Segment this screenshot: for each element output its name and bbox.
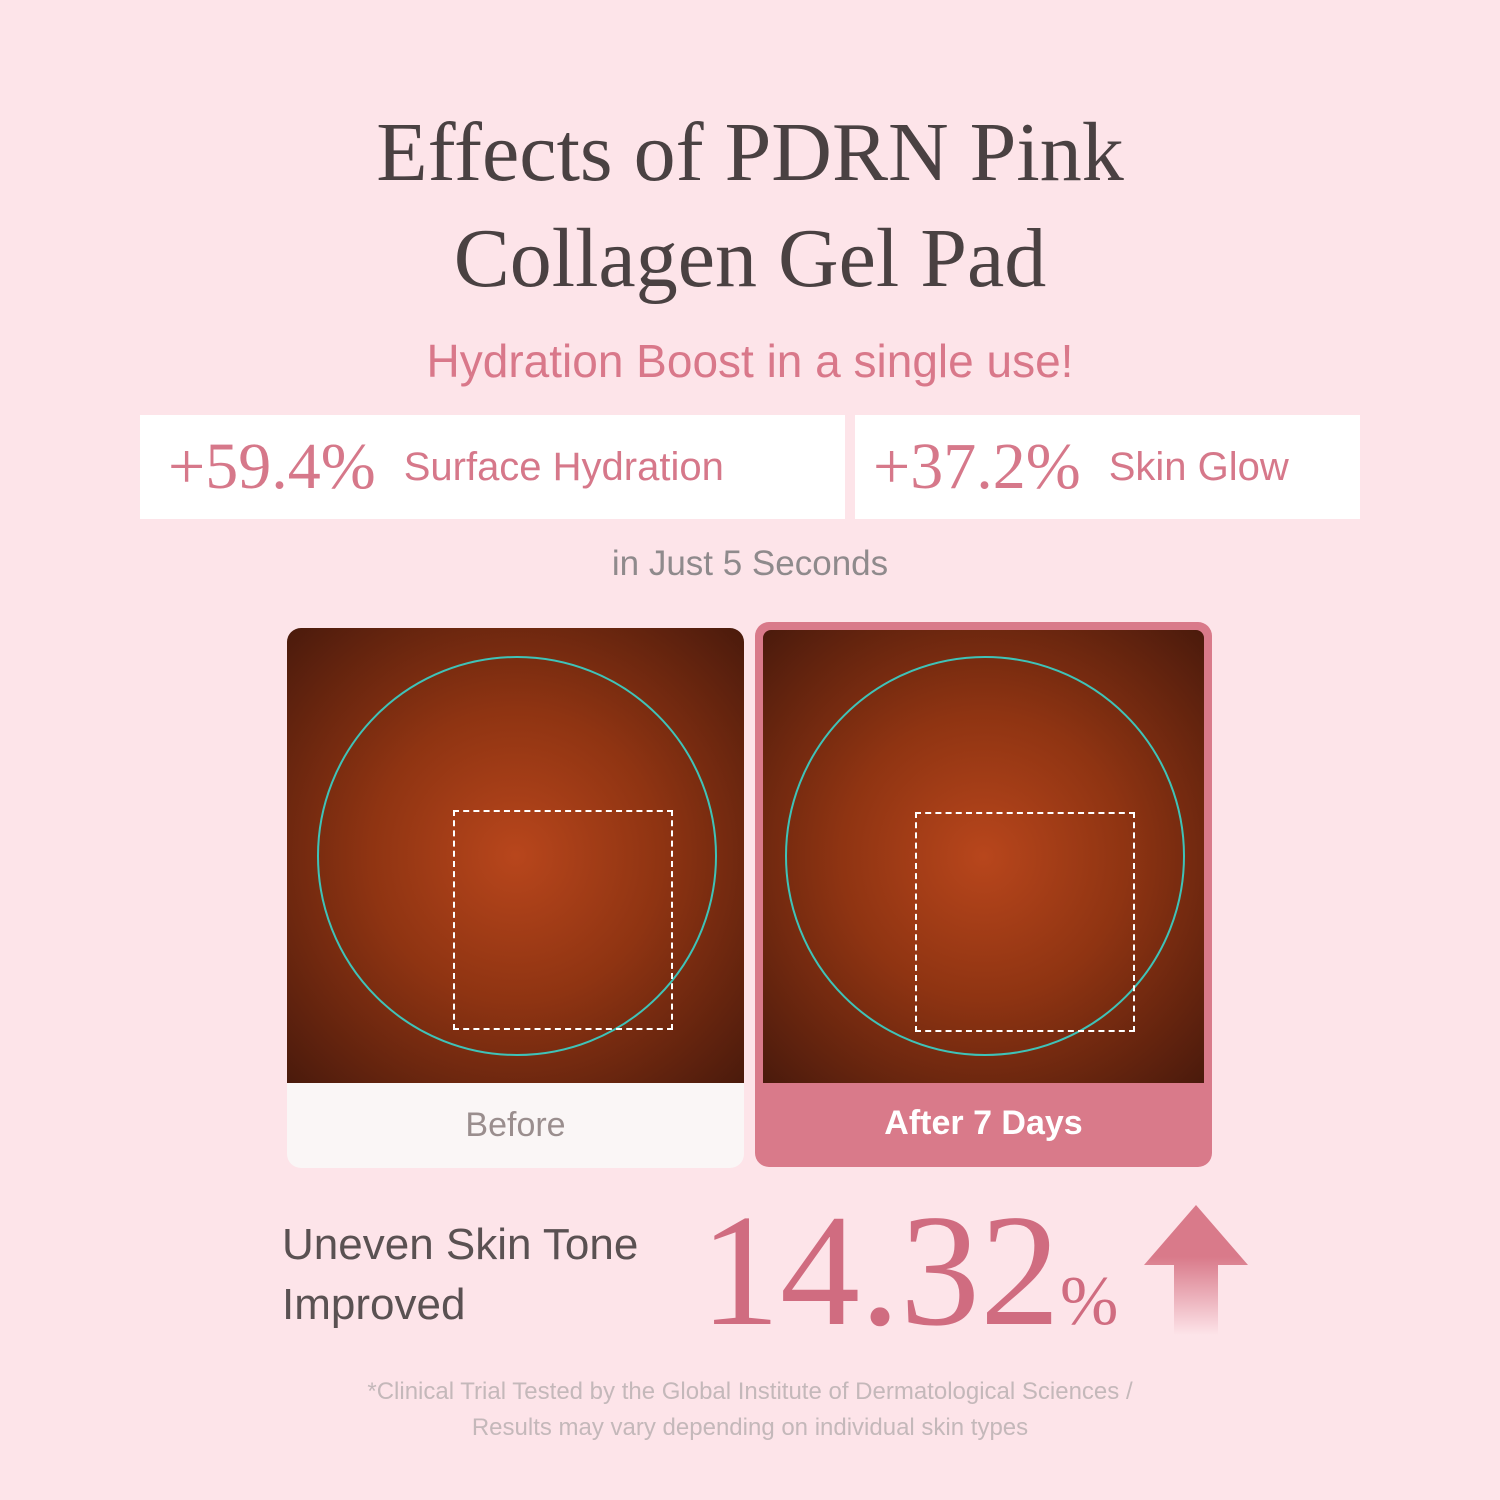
analysis-circle [317, 656, 717, 1056]
stat-value: +37.2% [873, 430, 1081, 503]
title-line-2: Collagen Gel Pad [453, 212, 1047, 305]
analysis-box [453, 810, 673, 1030]
footnote: *Clinical Trial Tested by the Global Ins… [0, 1374, 1500, 1446]
result-unit: % [1060, 1263, 1119, 1340]
timeframe: in Just 5 Seconds [611, 544, 889, 583]
after-caption: After 7 Days [884, 1104, 1083, 1142]
stat-label: Skin Glow [1108, 444, 1289, 489]
after-skin-image [763, 630, 1204, 1083]
before-skin-image [287, 628, 744, 1083]
stat-value: +59.4% [168, 430, 376, 503]
after-card: After 7 Days [755, 622, 1212, 1167]
subtitle: Hydration Boost in a single use! [426, 335, 1074, 387]
result-label-line-1: Uneven Skin Tone [282, 1220, 639, 1269]
stat-skin-glow: +37.2% Skin Glow [855, 415, 1360, 519]
title-line-1: Effects of PDRN Pink [376, 106, 1124, 199]
before-caption: Before [465, 1106, 566, 1144]
page-title: Effects of PDRN Pink Collagen Gel Pad [0, 100, 1500, 312]
result-number: 14.32 [700, 1181, 1060, 1359]
stat-surface-hydration: +59.4% Surface Hydration [140, 415, 845, 519]
stat-label: Surface Hydration [403, 444, 724, 489]
arrow-up-icon [1144, 1205, 1248, 1335]
result-value: 14.32% [700, 1190, 1118, 1382]
result-label: Uneven Skin Tone Improved [282, 1215, 638, 1335]
result-label-line-2: Improved [282, 1280, 466, 1329]
analysis-circle [785, 656, 1185, 1056]
analysis-box [915, 812, 1135, 1032]
footnote-line-1: *Clinical Trial Tested by the Global Ins… [367, 1378, 1133, 1405]
footnote-line-2: Results may vary depending on individual… [471, 1414, 1029, 1441]
before-card: Before [287, 628, 744, 1168]
